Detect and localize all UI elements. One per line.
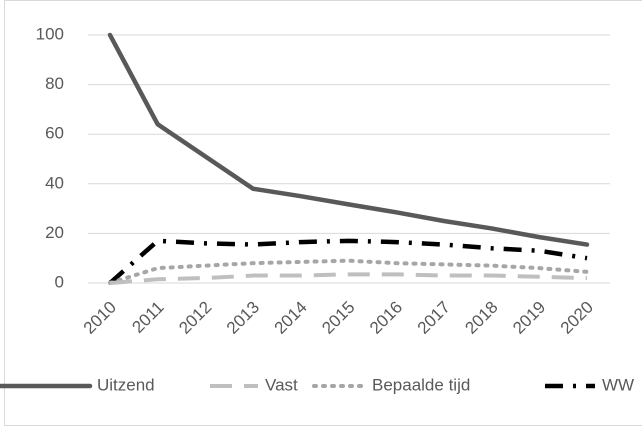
x-tick-label: 2017 <box>414 298 454 338</box>
x-tick-label: 2012 <box>175 298 215 338</box>
y-tick-label: 20 <box>45 223 64 242</box>
x-tick-label: 2010 <box>80 298 120 338</box>
legend-label: WW <box>602 375 634 394</box>
y-tick-label: 40 <box>45 173 64 192</box>
series-line <box>107 32 590 247</box>
x-tick-label: 2013 <box>223 298 263 338</box>
series-line <box>108 238 588 285</box>
x-tick-label: 2020 <box>557 298 597 338</box>
x-tick-label: 2019 <box>509 298 549 338</box>
series-line <box>108 258 589 285</box>
x-tick-label: 2014 <box>271 298 311 338</box>
x-tick-label: 2011 <box>128 298 167 337</box>
legend-label: Vast <box>265 375 298 394</box>
series-line <box>109 272 588 285</box>
y-tick-label: 0 <box>55 272 64 291</box>
y-tick-label: 100 <box>36 24 64 43</box>
x-tick-label: 2016 <box>366 298 406 338</box>
legend-label: Bepaalde tijd <box>372 375 470 394</box>
chart-frame <box>4 0 642 426</box>
legend-label: Uitzend <box>97 375 155 394</box>
y-tick-label: 80 <box>45 74 64 93</box>
y-tick-label: 60 <box>45 124 64 143</box>
x-tick-label: 2018 <box>461 298 501 338</box>
x-tick-label: 2015 <box>318 298 358 338</box>
